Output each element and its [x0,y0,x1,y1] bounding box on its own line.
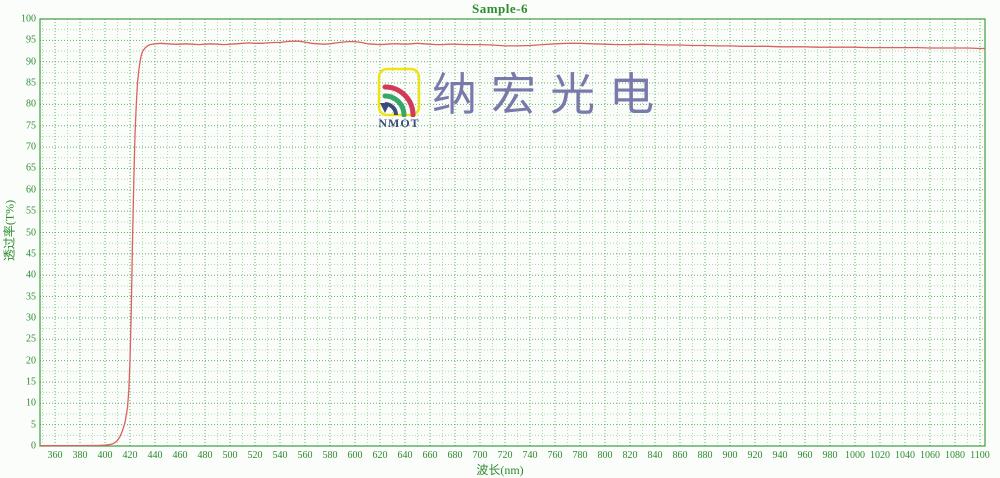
x-tick-label: 1100 [970,450,990,461]
x-tick-label: 520 [247,450,263,461]
x-tick-label: 920 [747,450,763,461]
x-tick-label: 1020 [870,450,890,461]
y-tick-label: 10 [26,397,36,409]
x-axis-title: 波长(nm) [476,463,524,477]
x-tick-label: 600 [347,450,363,461]
x-tick-label: 960 [797,450,813,461]
x-tick-label: 760 [547,450,563,461]
x-tick-label: 420 [122,450,138,461]
y-tick-label: 5 [31,419,36,431]
y-tick-label: 20 [26,355,36,367]
x-tick-label: 840 [647,450,663,461]
x-tick-label: 1000 [845,450,865,461]
x-tick-label: 480 [197,450,213,461]
y-tick-label: 80 [26,98,36,110]
x-tick-label: 720 [497,450,513,461]
y-tick-label: 55 [26,205,36,217]
x-tick-label: 500 [222,450,238,461]
x-tick-label: 1040 [895,450,915,461]
x-tick-label: 700 [472,450,488,461]
x-tick-label: 800 [597,450,613,461]
x-tick-label: 1060 [920,450,940,461]
x-tick-label: 980 [822,450,838,461]
y-tick-label: 75 [26,120,36,132]
x-tick-label: 940 [772,450,788,461]
x-tick-label: 400 [97,450,113,461]
y-tick-label: 100 [21,13,36,25]
x-tick-label: 740 [522,450,538,461]
x-tick-label: 440 [147,450,163,461]
x-tick-label: 780 [572,450,588,461]
x-tick-label: 540 [272,450,288,461]
x-tick-label: 620 [372,450,388,461]
plot-border [39,18,986,447]
chart-title: Sample-6 [472,1,528,16]
y-tick-label: 0 [31,440,36,452]
y-tick-label: 95 [26,34,36,46]
y-tick-label: 90 [26,56,36,68]
y-tick-label: 70 [26,141,36,153]
y-tick-label: 35 [26,291,36,303]
x-tick-label: 360 [47,450,63,461]
y-tick-label: 15 [26,376,36,388]
y-tick-label: 50 [26,227,36,238]
x-tick-label: 580 [322,450,338,461]
x-tick-label: 860 [672,450,688,461]
x-tick-label: 900 [722,450,738,461]
y-tick-label: 45 [26,248,36,260]
transmission-curve [40,40,985,447]
x-tick-label: 380 [72,450,88,461]
y-tick-label: 60 [26,184,36,196]
x-tick-label: 460 [172,450,188,461]
x-tick-label: 820 [622,450,638,461]
y-tick-label: 25 [26,333,36,345]
y-tick-label: 85 [26,77,36,89]
y-tick-label: 30 [26,312,36,324]
y-axis-title: 透过率(T%) [2,199,17,262]
x-tick-label: 560 [297,450,313,461]
x-tick-label: 1080 [945,450,965,461]
y-tick-label: 65 [26,162,36,174]
y-tick-label: 40 [26,269,36,281]
x-tick-label: 660 [422,450,438,461]
x-tick-label: 640 [397,450,413,461]
x-tick-label: 880 [697,450,713,461]
x-tick-label: 680 [447,450,463,461]
